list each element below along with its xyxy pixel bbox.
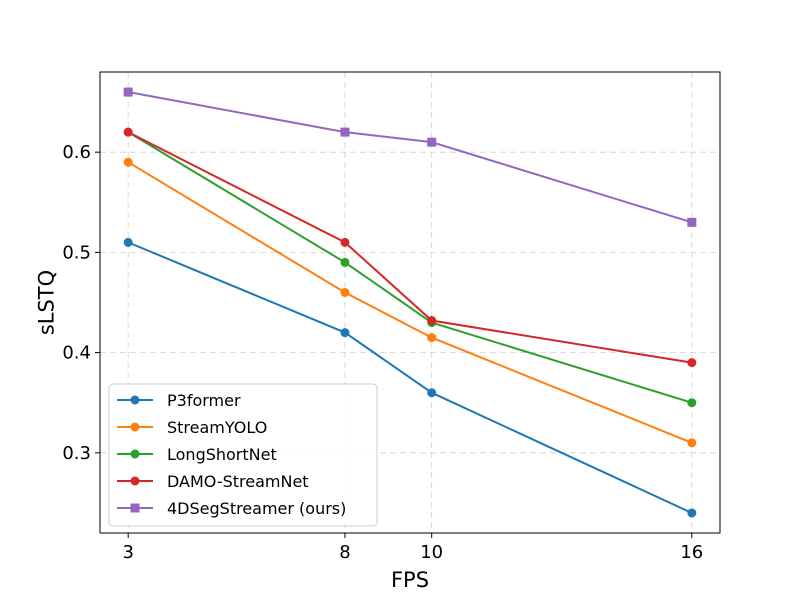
legend-item: StreamYOLO (117, 418, 267, 437)
data-point (123, 127, 133, 137)
legend-item: 4DSegStreamer (ours) (117, 499, 346, 518)
series-line (127, 131, 692, 364)
data-point (340, 328, 350, 338)
plot-area-frame (99, 71, 721, 534)
data-point (427, 316, 437, 326)
legend-label: StreamYOLO (167, 418, 267, 437)
legend-item: LongShortNet (117, 445, 277, 464)
x-axis: 3 8 10 16 (122, 533, 703, 563)
legend-label: LongShortNet (167, 445, 277, 464)
data-point (340, 287, 350, 297)
legend-marker (130, 422, 140, 432)
data-point (687, 438, 697, 448)
data-point (687, 398, 697, 408)
legend: P3former StreamYOLO LongShortNet DAMO-Strea… (108, 383, 378, 527)
data-point (687, 358, 697, 368)
x-tick-label: 3 (122, 542, 133, 563)
legend-item: DAMO-StreamNet (117, 472, 309, 491)
y-axis: 0.3 0.4 0.5 0.6 (62, 142, 100, 464)
data-point (123, 237, 133, 247)
data-point (427, 137, 437, 147)
data-point (427, 388, 437, 398)
legend-item: P3former (117, 391, 241, 410)
legend-marker (130, 449, 140, 459)
legend-marker (130, 476, 140, 486)
data-point (687, 217, 697, 227)
data-point (427, 333, 437, 343)
x-tick-label: 10 (420, 542, 443, 563)
y-axis-label: sLSTQ (34, 270, 58, 335)
legend-marker (130, 395, 140, 405)
series-line (127, 91, 693, 224)
data-point (123, 87, 133, 97)
legend-marker (130, 503, 140, 513)
series-line (127, 241, 693, 514)
legend-label: P3former (167, 391, 241, 410)
y-tick-label: 0.3 (62, 443, 91, 464)
series-damo-streamnet (123, 127, 697, 368)
y-tick-label: 0.4 (62, 343, 91, 364)
data-point (340, 237, 350, 247)
series-streamyolo (123, 157, 697, 448)
series-p3former (123, 237, 697, 518)
legend-label: DAMO-StreamNet (167, 472, 309, 491)
y-tick-label: 0.6 (62, 142, 91, 163)
legend-box (108, 383, 378, 527)
legend-label: 4DSegStreamer (ours) (167, 499, 346, 518)
x-tick-label: 8 (339, 542, 350, 563)
y-tick-label: 0.5 (62, 242, 91, 263)
series-longshortnet (123, 127, 697, 408)
series-4dsegstreamer-ours (123, 87, 697, 227)
data-point (123, 157, 133, 167)
data-point (340, 257, 350, 267)
x-tick-label: 16 (680, 542, 703, 563)
x-axis-label: FPS (391, 568, 429, 592)
data-point (340, 127, 350, 137)
series-line (127, 161, 693, 444)
series-group (123, 87, 697, 518)
data-point (687, 508, 697, 518)
series-line (127, 131, 693, 404)
